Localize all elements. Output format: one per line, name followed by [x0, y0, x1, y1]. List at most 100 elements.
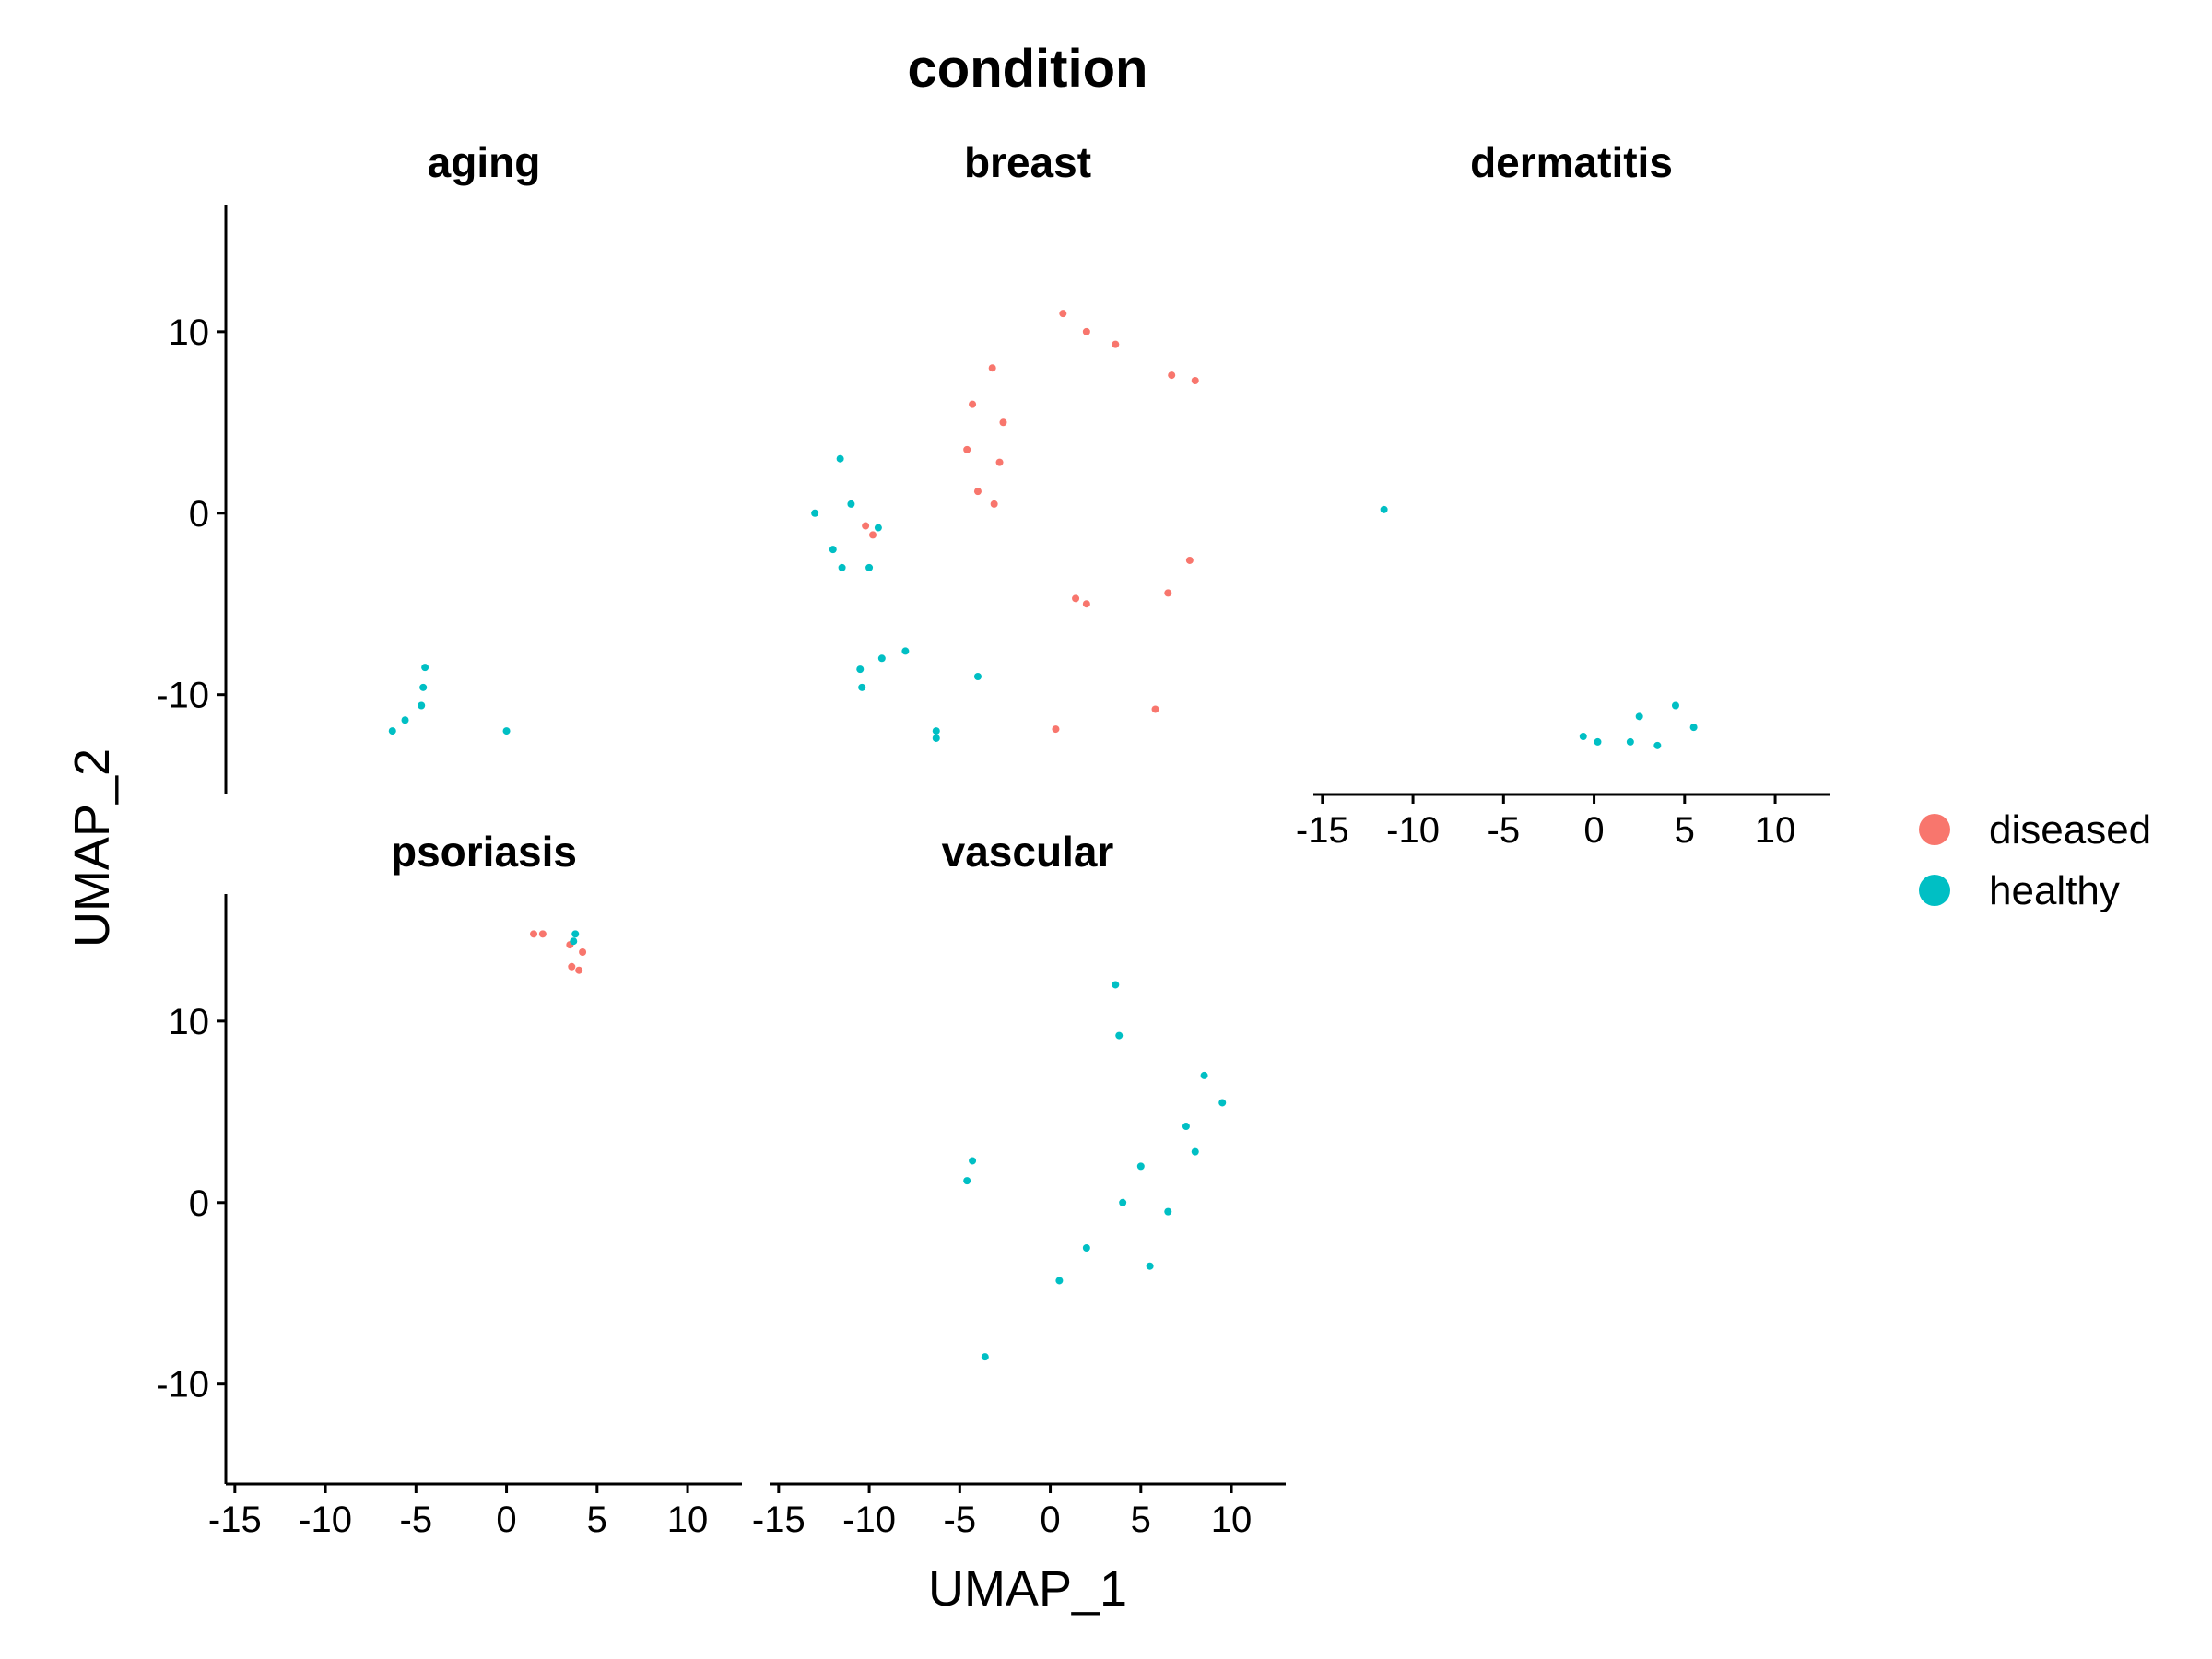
data-point-diseased	[969, 400, 977, 408]
x-tick-label: 0	[1583, 810, 1604, 851]
data-point-healthy	[1082, 1244, 1090, 1252]
data-point-diseased	[1191, 377, 1199, 385]
facet-vascular: vascular -15 -10 -5 0 5 10	[752, 828, 1286, 1540]
data-point-diseased	[1082, 600, 1090, 608]
data-point-healthy	[418, 701, 426, 710]
x-tick-label: -15	[752, 1500, 806, 1540]
data-point-healthy	[829, 546, 837, 554]
data-point-healthy	[901, 647, 910, 655]
data-point-healthy	[401, 716, 409, 724]
data-point-healthy	[571, 930, 580, 938]
data-point-healthy	[1191, 1147, 1199, 1156]
data-point-healthy	[502, 727, 511, 735]
legend-label: diseased	[1989, 807, 2151, 853]
data-point-healthy	[1579, 732, 1587, 740]
x-tick-label: 0	[496, 1500, 516, 1540]
data-point-diseased	[530, 930, 538, 938]
data-point-healthy	[973, 673, 982, 680]
data-point-healthy	[1653, 741, 1662, 749]
data-point-diseased	[1185, 556, 1194, 564]
data-point-healthy	[865, 563, 874, 571]
data-point-healthy	[932, 727, 940, 735]
legend-item-diseased: diseased	[1919, 807, 2151, 853]
data-point-diseased	[990, 500, 998, 508]
data-point-healthy	[838, 563, 846, 571]
data-point-healthy	[1119, 1198, 1127, 1206]
data-point-healthy	[1164, 1207, 1172, 1216]
data-point-healthy	[1182, 1123, 1190, 1131]
data-point-healthy	[932, 734, 940, 742]
data-point-healthy	[1200, 1071, 1208, 1079]
facet-dermatitis: dermatitis -15 -10 -5 0 5 10	[1296, 138, 1830, 851]
data-point-diseased	[1072, 594, 1080, 603]
data-point-healthy	[388, 727, 396, 735]
data-point-healthy	[419, 683, 428, 691]
x-tick-label: -10	[842, 1500, 896, 1540]
chart-title: condition	[908, 39, 1148, 99]
data-point-diseased	[1151, 705, 1159, 713]
data-point-healthy	[1146, 1262, 1154, 1270]
facet-breast: breast	[811, 138, 1199, 742]
facet-aging: aging -10 0 10	[156, 138, 540, 794]
data-point-diseased	[995, 458, 1004, 466]
x-tick-label: 5	[1131, 1500, 1151, 1540]
x-tick-label: -5	[944, 1500, 977, 1540]
y-tick-label: 0	[189, 1183, 209, 1224]
data-point-healthy	[1055, 1277, 1064, 1285]
data-point-diseased	[1112, 340, 1120, 348]
x-axis-label: UMAP_1	[928, 1561, 1127, 1617]
x-tick-label: 5	[1675, 810, 1695, 851]
facet-strip-label: dermatitis	[1470, 138, 1673, 186]
data-point-healthy	[1594, 737, 1602, 746]
data-point-healthy	[1626, 737, 1634, 746]
y-tick-label: 10	[169, 312, 210, 353]
data-point-healthy	[1112, 981, 1120, 989]
data-point-diseased	[1168, 371, 1176, 380]
x-tick-label: -10	[1386, 810, 1440, 851]
data-point-diseased	[1052, 725, 1060, 734]
facet-strip-label: aging	[428, 138, 541, 186]
x-tick-label: 10	[667, 1500, 709, 1540]
x-tick-label: 5	[587, 1500, 607, 1540]
data-point-diseased	[988, 364, 996, 372]
data-point-healthy	[874, 524, 882, 532]
x-tick-label: -15	[1296, 810, 1349, 851]
x-tick-label: -10	[299, 1500, 352, 1540]
data-point-healthy	[1115, 1031, 1124, 1040]
data-point-diseased	[869, 531, 877, 539]
legend-label: healthy	[1989, 868, 2120, 913]
x-tick-label: 10	[1211, 1500, 1253, 1540]
x-tick-label: 10	[1755, 810, 1796, 851]
legend-key-healthy	[1919, 875, 1950, 906]
data-point-diseased	[538, 930, 547, 938]
data-point-healthy	[1671, 701, 1679, 710]
data-point-diseased	[575, 966, 583, 974]
data-point-diseased	[1082, 327, 1090, 335]
data-point-diseased	[973, 488, 982, 496]
y-tick-label: -10	[156, 676, 209, 716]
data-point-healthy	[811, 509, 819, 517]
facet-psoriasis: psoriasis -10 0 10 -15 -10 -5 0 5 10	[156, 828, 742, 1540]
facet-strip-label: breast	[964, 138, 1091, 186]
data-point-diseased	[579, 948, 587, 957]
data-point-diseased	[963, 445, 971, 453]
x-tick-label: -15	[208, 1500, 262, 1540]
x-tick-label: -5	[400, 1500, 433, 1540]
data-point-healthy	[1218, 1099, 1227, 1107]
data-point-healthy	[836, 454, 844, 463]
data-point-healthy	[421, 664, 429, 672]
data-point-healthy	[969, 1157, 977, 1165]
data-point-healthy	[1635, 712, 1643, 721]
legend-item-healthy: healthy	[1919, 868, 2120, 913]
y-tick-label: 0	[189, 494, 209, 535]
y-tick-label: -10	[156, 1365, 209, 1406]
legend: diseased healthy	[1919, 807, 2151, 913]
data-point-healthy	[877, 654, 886, 663]
data-point-diseased	[1164, 589, 1172, 597]
data-point-healthy	[570, 937, 578, 946]
data-point-healthy	[1136, 1162, 1145, 1171]
data-point-healthy	[858, 683, 866, 691]
data-point-healthy	[963, 1177, 971, 1185]
data-point-diseased	[862, 522, 870, 530]
